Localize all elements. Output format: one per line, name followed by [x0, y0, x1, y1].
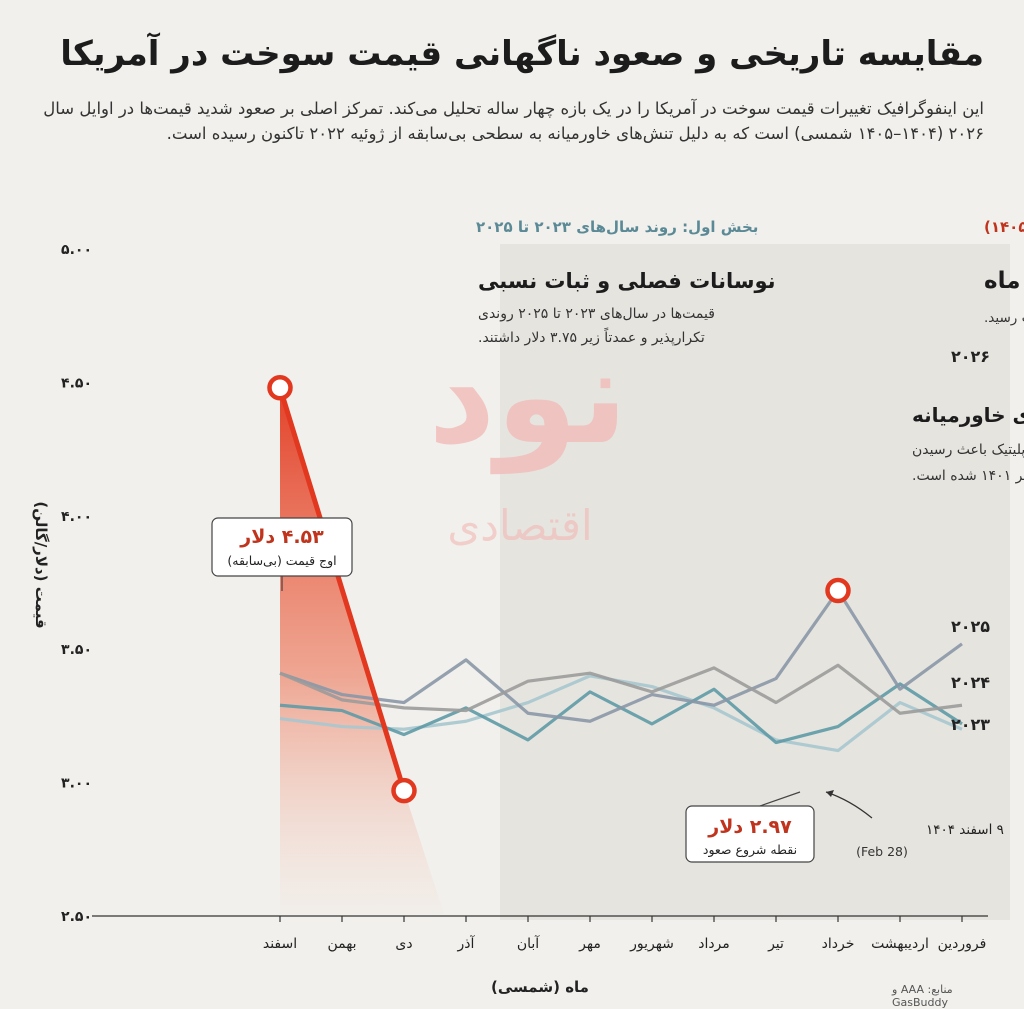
- spike-heading: جهش ۵۰ درصدی در کمتر از سه ماه: [984, 268, 1024, 294]
- section-one-label: بخش اول: روند سال‌های ۲۰۲۳ تا ۲۰۲۵: [476, 218, 758, 236]
- y-tick-label: ۴.۰۰: [61, 509, 92, 525]
- series-lines: [277, 385, 963, 794]
- highlight-markers: [267, 374, 851, 804]
- seasonal-heading: نوسانات فصلی و ثبات نسبی: [478, 269, 776, 293]
- peak-caption: اوج قیمت (بی‌سابقه): [227, 553, 336, 569]
- series-line-unlabeled: [279, 663, 963, 715]
- x-tick-label: آبان: [517, 935, 540, 952]
- y-tick-label: ۴.۵۰: [61, 375, 92, 391]
- y-tick-label: ۵.۰۰: [61, 242, 92, 258]
- geopolitics-heading: تاثیر تنش‌های خاورمیانه: [912, 403, 1024, 427]
- series-line-2026: [277, 385, 407, 794]
- geopolitics-body-line-1: فشار تنش‌های ژئوپلیتیک باعث رسیدن: [912, 442, 1024, 458]
- spike-body: قیمت سوخت از ۲.۹۷ دلار در اسفند ماه به ۴…: [984, 310, 1024, 326]
- x-tick-label: مهر: [578, 936, 601, 952]
- seasonal-body-line-2: تکرارپذیر و عمدتاً زیر ۳.۷۵ دلار داشتند.: [478, 327, 705, 346]
- start-date: ۹ اسفند ۱۴۰۴: [926, 822, 1004, 838]
- watermark-subtitle: اقتصادی: [447, 501, 592, 550]
- x-tick-label: آذر: [457, 935, 476, 952]
- series-label: ۲۰۲۳: [951, 715, 990, 734]
- x-axis-ticks: فروردین اردیبهشت خرداد تیر مرداد شهریور مهر آبا…: [263, 916, 987, 952]
- x-tick-label: خرداد: [822, 936, 855, 952]
- start-date-gregorian: (Feb 28): [856, 844, 908, 859]
- peak-value: ۴.۵۳ دلار: [239, 526, 324, 548]
- highlight-point: [267, 374, 293, 401]
- start-caption: نقطه شروع صعود: [703, 842, 797, 858]
- spike-area: [280, 387, 444, 915]
- x-axis-label: ماه (شمسی): [491, 978, 589, 996]
- spike-area-fill: [280, 387, 444, 915]
- infographic-title: مقایسه تاریخی و صعود ناگهانی قیمت سوخت د…: [60, 34, 984, 74]
- x-tick-label: دی: [395, 936, 412, 952]
- series-label: ۲۰۲۶: [951, 347, 990, 366]
- series-line-2025: [279, 588, 963, 723]
- series-label: ۲۰۲۴: [951, 673, 990, 692]
- y-tick-label: ۲.۵۰: [61, 909, 92, 925]
- section-two-label: بخش دوم: بحران و صعود ناگهانی سال ۲۰۲۶ (…: [984, 218, 1024, 236]
- start-date-note: ۹ اسفند ۱۴۰۴ (Feb 28): [825, 790, 1004, 859]
- series-label: ۲۰۲۵: [951, 617, 990, 636]
- x-tick-label: تیر: [767, 936, 784, 952]
- source-note: منابع: AAA و GasBuddy: [892, 983, 953, 1009]
- infographic-description: این اینفوگرافیک تغییرات قیمت سوخت در آمر…: [43, 99, 984, 143]
- x-tick-label: اردیبهشت: [871, 936, 929, 952]
- x-tick-label: فروردین: [938, 936, 987, 952]
- x-tick-label: مرداد: [698, 936, 730, 952]
- seasonal-body-line-1: قیمت‌ها در سال‌های ۲۰۲۳ تا ۲۰۲۵ روندی: [478, 306, 715, 322]
- x-tick-label: بهمن: [327, 936, 356, 952]
- y-axis-label: قیمت (دلار/گالن): [32, 501, 50, 628]
- y-tick-label: ۳.۵۰: [61, 642, 92, 658]
- watermark-logo: نود: [428, 320, 628, 475]
- x-tick-label: شهریور: [629, 936, 674, 952]
- start-value: ۲.۹۷ دلار: [707, 816, 792, 838]
- y-tick-label: ۳.۰۰: [61, 776, 92, 792]
- series-end-labels: ۲۰۲۶ ۲۰۲۵ ۲۰۲۴ ۲۰۲۳: [951, 347, 990, 734]
- x-tick-label: اسفند: [263, 936, 297, 952]
- highlight-point: [391, 777, 417, 804]
- geopolitics-body-line-2: قیمت‌ها به بالاترین سطح از تیر ۱۴۰۱ شده …: [912, 468, 1024, 484]
- highlight-point: [825, 577, 851, 604]
- y-axis-ticks: ۲.۵۰ ۳.۰۰ ۳.۵۰ ۴.۰۰ ۴.۵۰ ۵.۰۰: [61, 242, 92, 925]
- peak-callout: ۴.۵۳ دلار اوج قیمت (بی‌سابقه): [211, 517, 353, 591]
- start-callout: ۲.۹۷ دلار نقطه شروع صعود: [685, 791, 815, 863]
